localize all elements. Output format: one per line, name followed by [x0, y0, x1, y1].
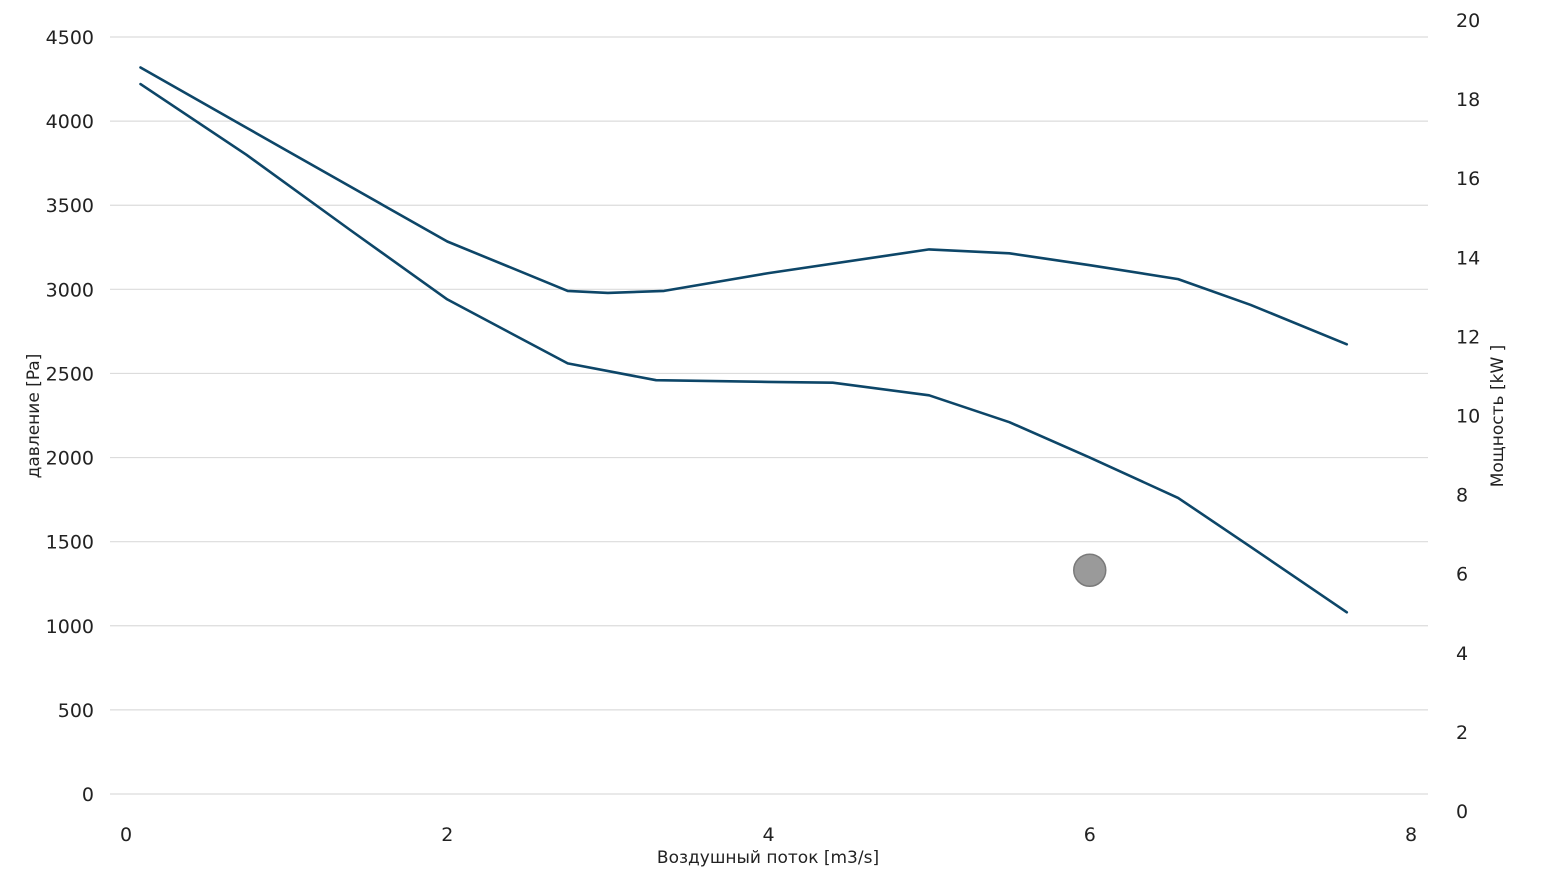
pressure-curve-line	[139, 82, 1349, 614]
operating-point-marker	[1073, 553, 1107, 588]
y2-tick-label: 18	[1456, 89, 1480, 111]
y2-tick-label: 16	[1456, 168, 1480, 190]
x-tick-label: 4	[762, 824, 774, 846]
y2-tick-label: 0	[1456, 801, 1468, 823]
y-tick-label: 4500	[46, 27, 94, 49]
y2-tick-label: 14	[1456, 247, 1480, 269]
y2-tick-label: 20	[1456, 10, 1480, 32]
y-tick-label: 500	[58, 700, 94, 722]
y-tick-label: 1500	[46, 532, 94, 554]
y2-tick-label: 12	[1456, 326, 1480, 348]
y2-axis-title: Мощность [kW ]	[1488, 345, 1508, 488]
y-tick-label: 0	[82, 784, 94, 806]
y-tick-label: 3000	[46, 279, 94, 301]
y-tick-label: 1000	[46, 616, 94, 638]
y2-tick-label: 10	[1456, 406, 1480, 428]
x-tick-label: 0	[120, 824, 132, 846]
x-tick-label: 8	[1405, 824, 1417, 846]
y2-tick-label: 6	[1456, 564, 1468, 586]
y-tick-label: 2000	[46, 448, 94, 470]
y-tick-label: 4000	[46, 111, 94, 133]
y2-tick-label: 2	[1456, 722, 1468, 744]
y-tick-label: 2500	[46, 363, 94, 385]
y-tick-label: 3500	[46, 195, 94, 217]
y-axis-title: давление [Pa]	[24, 354, 44, 479]
y2-tick-label: 8	[1456, 485, 1468, 507]
y2-tick-label: 4	[1456, 643, 1468, 665]
x-tick-label: 2	[441, 824, 453, 846]
power-curve-line	[139, 66, 1349, 346]
x-tick-label: 6	[1084, 824, 1096, 846]
x-axis-title: Воздушный поток [m3/s]	[657, 848, 879, 867]
